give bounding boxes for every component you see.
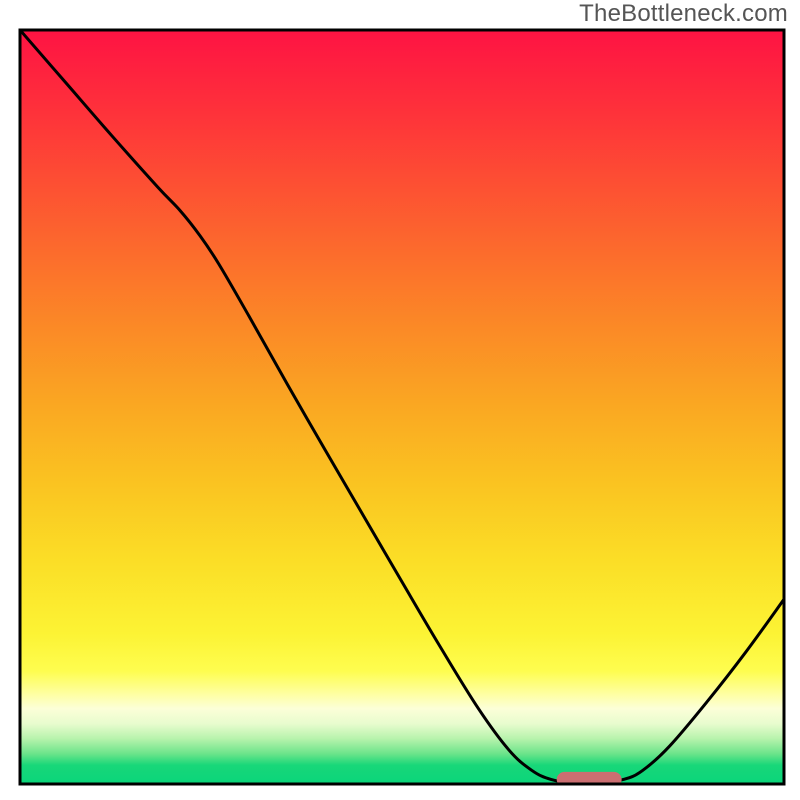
gradient-background bbox=[20, 30, 784, 784]
watermark-text: TheBottleneck.com bbox=[579, 0, 788, 28]
bottleneck-chart bbox=[0, 0, 800, 800]
